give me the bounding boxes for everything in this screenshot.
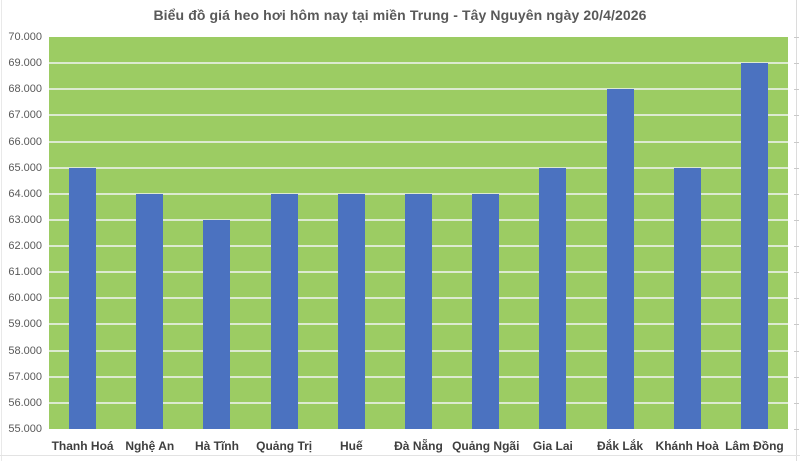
chart-left-border	[1, 0, 2, 461]
gridline	[49, 140, 788, 143]
sheet-edge-tick	[794, 376, 799, 378]
bar	[673, 167, 701, 429]
chart-bottom-border	[0, 455, 800, 456]
bar	[405, 193, 432, 429]
x-axis-category-label: Quảng Ngãi	[452, 439, 520, 453]
sheet-edge-tick	[794, 324, 799, 326]
y-axis-tick-label: 58.000	[8, 344, 42, 357]
bar	[539, 167, 567, 429]
sheet-edge-tick	[794, 350, 799, 352]
x-axis-category-label: Thanh Hoá	[51, 439, 114, 453]
x-axis-category-label: Hà Tĩnh	[194, 439, 239, 453]
chart-right-border	[796, 0, 797, 461]
y-axis-tick-label: 66.000	[8, 135, 42, 148]
sheet-edge-tick	[794, 402, 799, 404]
sheet-edge-tick	[794, 115, 799, 117]
sheet-edge-tick	[794, 141, 799, 143]
gridline	[49, 62, 788, 65]
sheet-edge-tick	[794, 167, 799, 169]
y-axis-tick-label: 63.000	[8, 213, 42, 226]
x-axis-category-label: Khánh Hoà	[655, 439, 719, 453]
x-axis-category-label: Lâm Đồng	[725, 439, 784, 453]
sheet-edge-tick	[794, 89, 799, 91]
y-axis-tick-label: 67.000	[8, 109, 42, 122]
sheet-edge-tick	[794, 193, 799, 195]
bar	[203, 219, 231, 429]
y-axis-tick-label: 62.000	[8, 240, 42, 253]
y-axis-tick-label: 65.000	[8, 161, 42, 174]
y-axis-tick-label: 57.000	[8, 370, 42, 383]
sheet-edge-tick	[794, 272, 799, 274]
x-axis-category-label: Đắk Lắk	[597, 439, 644, 453]
y-axis-tick-label: 61.000	[8, 266, 42, 279]
gridline	[49, 114, 788, 117]
gridline	[49, 166, 788, 169]
sheet-edge-tick	[794, 246, 799, 248]
gridline	[49, 88, 788, 91]
sheet-edge-tick	[794, 63, 799, 65]
y-axis-tick-label: 70.000	[8, 31, 42, 43]
chart-title: Biểu đồ giá heo hơi hôm nay tại miền Tru…	[153, 7, 647, 23]
y-axis-tick-label: 64.000	[8, 187, 42, 200]
gridline	[49, 192, 788, 195]
y-axis-tick-label: 55.000	[8, 423, 42, 435]
x-axis-category-label: Nghệ An	[125, 439, 175, 453]
x-axis-category-label: Gia Lai	[532, 439, 573, 453]
y-axis-tick-label: 56.000	[8, 396, 42, 409]
sheet-edge-tick	[794, 37, 799, 38]
bar	[337, 193, 365, 429]
bar	[472, 193, 500, 429]
bar	[69, 167, 97, 429]
bar	[606, 89, 634, 429]
y-axis-tick-label: 69.000	[8, 57, 42, 70]
bar	[136, 193, 164, 429]
bar	[740, 63, 768, 429]
y-axis-tick-label: 68.000	[8, 83, 42, 96]
x-axis-category-label: Huế	[339, 439, 363, 453]
plot-area	[49, 37, 788, 429]
x-axis-category-label: Đà Nẵng	[394, 439, 443, 453]
sheet-edge-tick	[794, 298, 799, 300]
sheet-edge-tick	[794, 429, 799, 430]
x-axis-category-label: Quảng Trị	[256, 439, 313, 453]
y-axis-tick-label: 60.000	[8, 292, 42, 305]
y-axis-tick-label: 59.000	[8, 318, 42, 331]
bar	[270, 193, 298, 429]
sheet-edge-tick	[794, 219, 799, 221]
